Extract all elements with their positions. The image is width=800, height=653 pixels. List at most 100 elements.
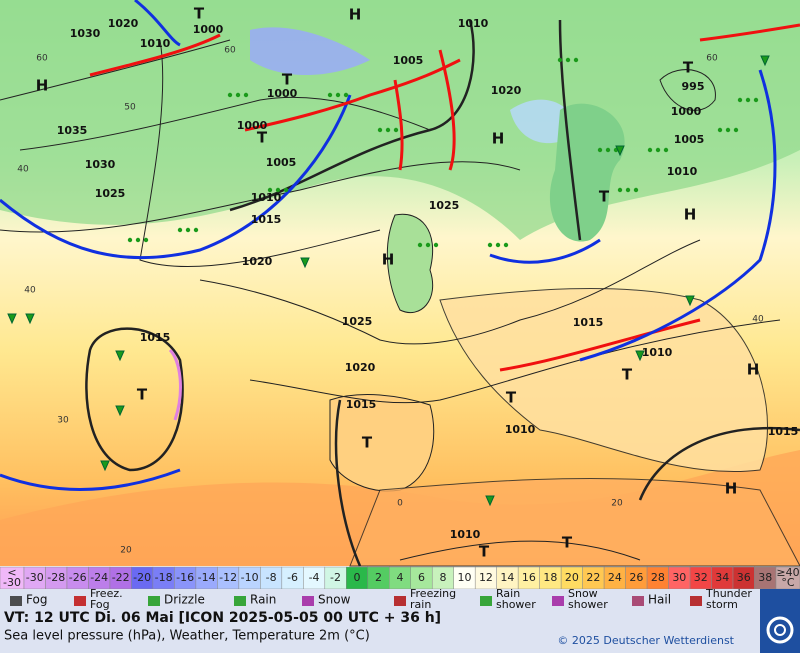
rain-symbol [625, 187, 631, 193]
map-labels: 1020 1030 1010 1000 1035 1030 1025 1000 1005 1010… [7, 5, 799, 561]
cold-front [0, 94, 352, 260]
rain-symbol [733, 127, 739, 133]
pressure-label: 1025 [95, 187, 126, 200]
pressure-label: 1030 [85, 158, 116, 171]
pressure-label: 1010 [505, 423, 536, 436]
cold-front [134, 0, 181, 47]
colorbar-label: -8 [266, 571, 277, 584]
temperature-label: 40 [24, 286, 36, 296]
colorbar-label: -30 [26, 571, 44, 584]
colorbar-label: 20 [565, 571, 579, 584]
rain-symbol [343, 92, 349, 98]
map: 1020 1030 1010 1000 1035 1030 1025 1000 1005 1010… [0, 0, 800, 567]
colorbar-label: -12 [219, 571, 237, 584]
pressure-label: 1010 [450, 528, 481, 541]
isobar [334, 399, 362, 567]
pressure-label: 1010 [251, 191, 282, 204]
rain-symbol [393, 127, 399, 133]
low-pressure-label: T [137, 386, 148, 404]
cold-pocket [250, 27, 370, 75]
colorbar-label: -4 [309, 571, 320, 584]
warm-front [89, 33, 221, 77]
rain-symbol [377, 127, 383, 133]
rain-symbol [605, 147, 611, 153]
rain-symbol [503, 242, 509, 248]
pressure-label: 1015 [346, 398, 377, 411]
pressure-label: 1015 [768, 425, 799, 438]
legend-label: Drizzle [164, 593, 205, 607]
colorbar-end-label: < [7, 566, 16, 579]
shower-symbol [100, 460, 110, 472]
colorbar: <-30 -30 -28 -26 -24 -22 -20 -18 -16 -14 -12 -10 -8-… [0, 566, 800, 590]
rain-symbol [177, 227, 183, 233]
legend-label: rain [410, 598, 431, 611]
colorbar-label: 34 [715, 571, 729, 584]
isobar [0, 161, 521, 233]
colorbar-label: -22 [112, 571, 130, 584]
legend-label: Rain [496, 587, 520, 600]
colorbar-label: 4 [397, 571, 404, 584]
logo-swirl [766, 616, 794, 644]
legend-icon [690, 596, 702, 606]
low-pressure-label: T [622, 366, 633, 384]
legend-label: Freezing [410, 587, 456, 600]
isobar [85, 327, 184, 472]
legend-icon [480, 596, 492, 606]
fronts [0, 0, 800, 491]
pressure-label: 1010 [140, 37, 171, 50]
isobar [659, 69, 716, 111]
rain-symbol [557, 57, 563, 63]
temperature-label: 60 [224, 46, 236, 56]
land [349, 477, 800, 567]
rain-symbol [487, 242, 493, 248]
temperature-label: 40 [752, 315, 764, 325]
rain-symbol [283, 187, 289, 193]
colorbar-label: 38 [758, 571, 772, 584]
legend: Fog Freez.Fog Drizzle Rain Snow FreezingrainR… [10, 587, 752, 611]
occluded-front [168, 348, 182, 421]
legend-label: Thunder [705, 587, 752, 600]
rain-symbol [425, 242, 431, 248]
high-pressure-label: H [684, 206, 697, 224]
rain-symbol [235, 92, 241, 98]
pressure-label: 1015 [251, 213, 282, 226]
shower-symbol [685, 295, 695, 307]
pressure-label: 1020 [108, 17, 139, 30]
temperature-label: 60 [36, 54, 48, 64]
pressure-label: 1020 [242, 255, 273, 268]
colorbar-label: 6 [418, 571, 425, 584]
rain-symbol [327, 92, 333, 98]
isobar [199, 239, 701, 345]
warm-front [393, 79, 404, 171]
rain-symbol [193, 227, 199, 233]
colorbar-end-label: -30 [3, 576, 21, 589]
rain-symbol [227, 92, 233, 98]
legend-icon [394, 596, 406, 606]
legend-label: Hail [648, 593, 671, 607]
colorbar-end-label: ≥40 [776, 566, 799, 579]
pressure-label: 1010 [667, 165, 698, 178]
pressure-label: 1005 [393, 54, 424, 67]
pressure-label: 1005 [674, 133, 705, 146]
shower-symbol [485, 495, 495, 507]
rain-symbol [185, 227, 191, 233]
shower-symbol [115, 350, 125, 362]
shower-symbol [25, 313, 35, 325]
colorbar-label: 0 [354, 571, 361, 584]
legend-icon [10, 596, 22, 606]
colorbar-label: -28 [47, 571, 65, 584]
rain-symbol [737, 97, 743, 103]
high-pressure-label: H [36, 77, 49, 95]
pressure-label: 1020 [345, 361, 376, 374]
pressure-label: 1000 [237, 119, 268, 132]
legend-icon [632, 596, 644, 606]
pressure-label: 1025 [429, 199, 460, 212]
low-pressure-label: T [257, 129, 268, 147]
colorbar-end-label: °C [781, 576, 795, 589]
rain-symbol [565, 57, 571, 63]
rain-symbol [597, 147, 603, 153]
isobar [249, 319, 781, 404]
rain-symbol [275, 187, 281, 193]
rain-symbol [647, 147, 653, 153]
legend-icon [234, 596, 246, 606]
